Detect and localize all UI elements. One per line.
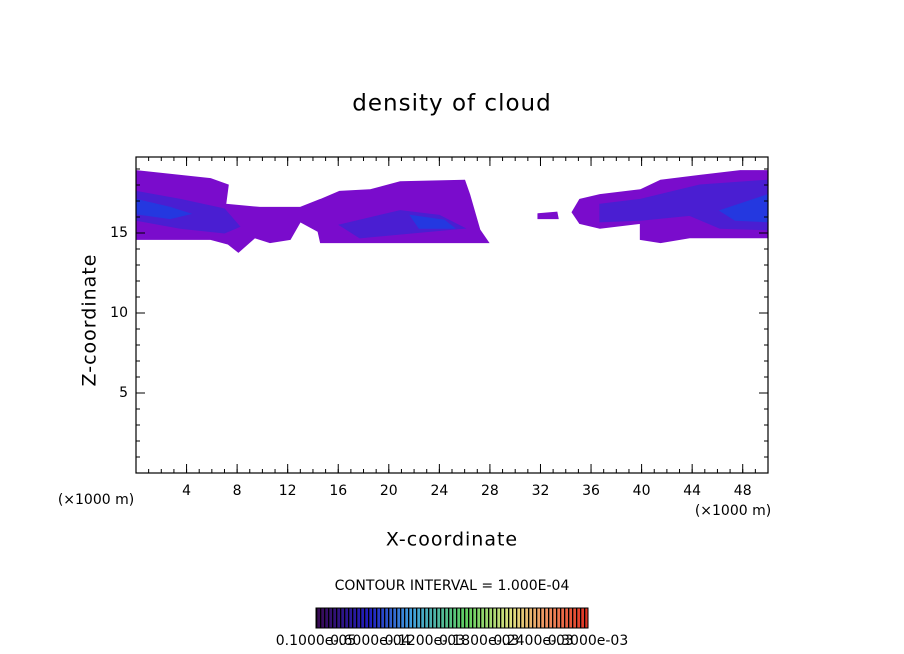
- contour-region: [135, 190, 241, 234]
- x-unit-label: (×1000 m): [695, 503, 771, 519]
- x-tick-label: 20: [380, 483, 398, 499]
- x-tick-label: 4: [182, 483, 191, 499]
- x-axis-label: X-coordinate: [386, 529, 518, 551]
- colorbar-label: 0.3000e-03: [548, 633, 628, 649]
- x-tick-label: 36: [582, 483, 600, 499]
- y-tick-label: 10: [110, 305, 128, 321]
- plot-area: [135, 170, 769, 253]
- x-tick-label: 8: [233, 483, 242, 499]
- contour-interval: CONTOUR INTERVAL = 1.000E-04: [335, 578, 570, 594]
- x-tick-label: 40: [633, 483, 651, 499]
- x-tick-label: 12: [279, 483, 297, 499]
- y-unit-label: (×1000 m): [58, 492, 134, 508]
- x-tick-label: 24: [430, 483, 448, 499]
- y-axis-label: Z-coordinate: [79, 254, 101, 387]
- contour-region: [409, 214, 456, 229]
- colorbar-stripes: [315, 607, 589, 629]
- y-tick-label: 15: [110, 225, 128, 241]
- contour-region: [599, 179, 769, 231]
- colorbar-label: 0.1800e-03: [439, 633, 519, 649]
- colorbar-label: 0.1000e-05: [276, 633, 356, 649]
- x-tick-label: 44: [683, 483, 701, 499]
- y-tick-label: 5: [119, 385, 128, 401]
- chart-title: density of cloud: [352, 91, 551, 117]
- colorbar-label: 0.2400e-03: [493, 633, 573, 649]
- colorbar-label: 0.6000e-04: [330, 633, 411, 649]
- contour-region: [537, 211, 559, 220]
- colorbar-label: 0.1200e-03: [385, 633, 465, 649]
- x-tick-label: 16: [329, 483, 347, 499]
- x-tick-label: 32: [532, 483, 550, 499]
- x-tick-label: 48: [734, 483, 752, 499]
- contour-region: [338, 210, 467, 239]
- x-tick-label: 28: [481, 483, 499, 499]
